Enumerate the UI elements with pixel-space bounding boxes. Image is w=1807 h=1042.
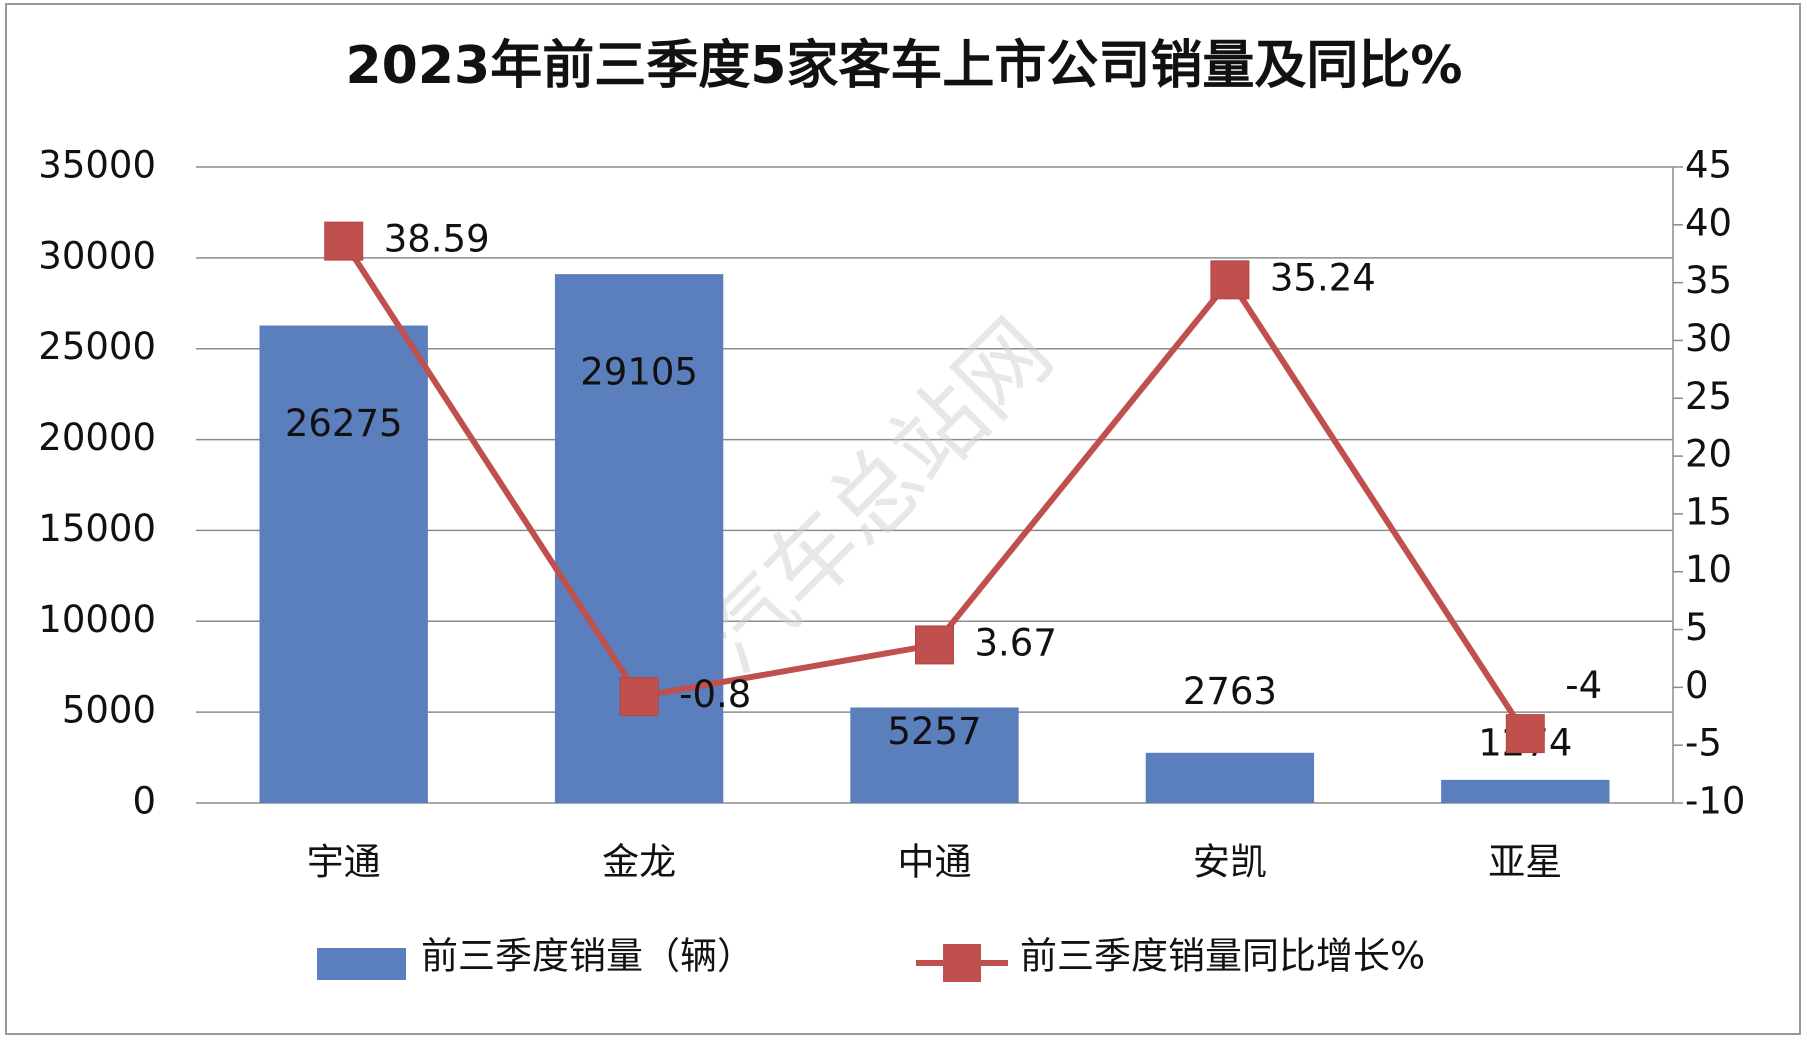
line-marker xyxy=(1505,714,1545,754)
bar-value-label: 5257 xyxy=(887,710,981,753)
line-value-label: 3.67 xyxy=(975,621,1057,664)
y2-tick-label: 5 xyxy=(1685,606,1709,649)
line-value-label: -4 xyxy=(1565,664,1602,707)
line-value-label: 38.59 xyxy=(384,218,490,261)
line-value-label: 35.24 xyxy=(1270,256,1376,299)
x-tick-label: 宇通 xyxy=(307,841,381,884)
y2-tick-label: 30 xyxy=(1685,317,1732,360)
x-tick-label: 亚星 xyxy=(1488,841,1562,884)
y-tick-label: 15000 xyxy=(38,507,156,550)
line-marker xyxy=(915,625,954,665)
y2-tick-label: -10 xyxy=(1685,780,1745,823)
y2-tick-label: 35 xyxy=(1685,259,1732,302)
y2-tick-label: 15 xyxy=(1685,490,1732,533)
line-value-label: -0.8 xyxy=(679,673,751,716)
y2-tick-label: 25 xyxy=(1685,375,1732,418)
line-marker xyxy=(619,677,659,717)
y2-tick-label: 40 xyxy=(1685,201,1732,244)
bar-value-label: 2763 xyxy=(1183,670,1277,713)
y-tick-label: 25000 xyxy=(38,325,156,368)
x-tick-label: 金龙 xyxy=(602,841,676,884)
bar xyxy=(259,325,428,803)
bar xyxy=(1441,779,1610,803)
y-tick-label: 5000 xyxy=(62,689,156,732)
legend-swatch xyxy=(317,948,406,980)
y-tick-label: 35000 xyxy=(38,144,156,187)
y-tick-label: 30000 xyxy=(38,234,156,277)
line-marker xyxy=(324,221,364,261)
line-marker xyxy=(1210,260,1250,300)
y2-tick-label: 0 xyxy=(1685,664,1709,707)
bar xyxy=(850,707,1019,803)
bar-value-label: 26275 xyxy=(285,402,403,445)
x-tick-label: 中通 xyxy=(898,841,972,884)
legend-marker xyxy=(943,944,981,982)
bar xyxy=(1145,752,1315,803)
y2-tick-label: 45 xyxy=(1685,144,1732,187)
legend-label: 前三季度销量同比增长% xyxy=(1020,935,1425,978)
bar-value-label: 29105 xyxy=(580,351,698,394)
y-tick-label: 10000 xyxy=(38,598,156,641)
y-tick-label: 0 xyxy=(132,780,156,823)
y2-tick-label: 20 xyxy=(1685,433,1732,476)
y2-tick-label: -5 xyxy=(1685,722,1722,765)
y-tick-label: 20000 xyxy=(38,416,156,459)
chart-title: 2023年前三季度5家客车上市公司销量及同比% xyxy=(345,36,1462,96)
y2-tick-label: 10 xyxy=(1685,548,1732,591)
legend-label: 前三季度销量（辆） xyxy=(421,935,754,978)
x-tick-label: 安凯 xyxy=(1193,841,1267,884)
